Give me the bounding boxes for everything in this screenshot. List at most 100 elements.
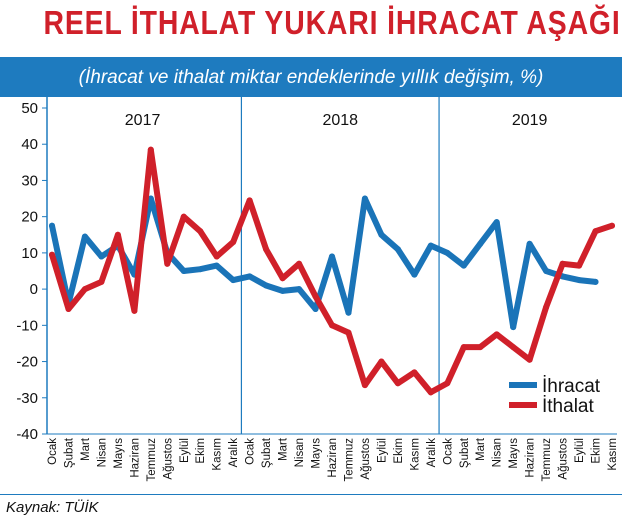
data-point-ihracat [296, 286, 303, 293]
data-point-ihracat [411, 271, 418, 278]
data-point-ihracat [477, 240, 484, 247]
data-point-ithalat [345, 329, 352, 336]
data-point-ithalat [279, 275, 286, 282]
data-point-ihracat [427, 242, 434, 249]
data-point-ithalat [559, 260, 566, 267]
data-point-ithalat [180, 213, 187, 220]
data-point-ihracat [329, 253, 335, 260]
source-divider [0, 494, 622, 495]
x-tick-label: Ocak [245, 438, 257, 465]
legend-label-ihracat: İhracat [542, 376, 601, 397]
data-point-ithalat [230, 239, 237, 246]
data-point-ithalat [49, 251, 55, 258]
data-point-ihracat [444, 249, 451, 256]
y-tick-label: 20 [21, 209, 38, 226]
x-tick-label: Aralık [426, 438, 438, 468]
x-tick-label: Ağustos [162, 438, 174, 480]
data-point-ithalat [361, 382, 368, 389]
data-point-ithalat [147, 146, 154, 153]
x-tick-label: Şubat [261, 437, 273, 468]
data-point-ihracat [510, 324, 517, 331]
y-tick-label: 40 [21, 136, 38, 153]
chart-subtitle: (İhracat ve ithalat miktar endeklerinde … [78, 67, 544, 88]
data-point-ihracat [312, 306, 319, 313]
x-tick-label: Şubat [459, 437, 471, 468]
x-tick-label: Aralık [228, 438, 240, 468]
x-tick-label: Ekim [195, 438, 207, 464]
data-point-ihracat [378, 231, 385, 238]
data-point-ihracat [230, 277, 237, 284]
data-point-ihracat [279, 287, 286, 294]
x-tick-label: Nisan [294, 438, 306, 467]
data-point-ihracat [460, 262, 467, 269]
data-point-ithalat [81, 286, 88, 293]
year-label: 2018 [322, 112, 358, 129]
x-tick-label: Mayıs [508, 438, 520, 469]
data-point-ihracat [49, 222, 55, 229]
data-point-ihracat [180, 268, 187, 274]
x-tick-label: Ocak [442, 438, 454, 465]
x-tick-label: Nisan [492, 438, 504, 467]
data-point-ithalat [65, 306, 72, 313]
legend-label-ithalat: İthalat [542, 396, 594, 417]
data-point-ithalat [378, 358, 385, 365]
data-point-ithalat [543, 304, 550, 311]
y-tick-label: -30 [16, 390, 38, 407]
x-tick-label: Haziran [129, 438, 141, 478]
data-point-ihracat [345, 309, 352, 316]
data-point-ihracat [493, 219, 500, 226]
data-point-ithalat [246, 197, 253, 204]
subtitle-banner [0, 57, 622, 97]
x-tick-label: Ekim [393, 438, 405, 464]
data-point-ithalat [329, 322, 335, 329]
data-point-ithalat [131, 307, 138, 314]
x-tick-label: Temmuz [146, 438, 158, 482]
y-tick-label: 10 [21, 245, 38, 262]
year-label: 2017 [125, 112, 161, 129]
data-point-ithalat [477, 344, 484, 351]
data-point-ithalat [296, 260, 303, 267]
y-tick-label: -10 [16, 317, 38, 334]
x-tick-label: Nisan [96, 438, 108, 467]
x-tick-label: Mart [278, 437, 290, 461]
data-point-ihracat [147, 195, 154, 202]
source-note: Kaynak: TÜİK [6, 499, 99, 516]
x-tick-label: Eylül [376, 438, 388, 463]
data-point-ithalat [460, 344, 467, 351]
data-point-ihracat [361, 195, 368, 202]
year-label: 2019 [512, 112, 548, 129]
data-point-ithalat [609, 222, 615, 229]
data-point-ithalat [526, 356, 533, 363]
x-tick-label: Ekim [591, 438, 603, 464]
line-chart: 2017 2018 2019 -40 -30 -20 -10 0 10 20 30 40 50 Ocak Ş… [16, 97, 619, 482]
x-tick-label: Kasım [409, 438, 421, 471]
data-point-ithalat [164, 260, 171, 267]
data-point-ithalat [444, 380, 451, 387]
data-point-ithalat [576, 262, 583, 269]
data-point-ihracat [213, 262, 220, 269]
x-tick-label: Mayıs [311, 438, 323, 469]
y-tick-label: -20 [16, 354, 38, 371]
data-point-ihracat [526, 240, 533, 247]
data-point-ithalat [510, 344, 517, 351]
x-tick-label: Şubat [63, 437, 75, 468]
data-point-ithalat [394, 380, 401, 387]
x-tick-label: Eylül [574, 438, 586, 463]
y-tick-label: 50 [21, 100, 38, 117]
data-point-ihracat [197, 266, 204, 273]
data-point-ithalat [411, 369, 418, 376]
data-point-ihracat [263, 282, 270, 289]
x-tick-label: Temmuz [541, 438, 553, 482]
data-point-ithalat [592, 228, 599, 235]
data-point-ithalat [263, 246, 270, 253]
data-point-ithalat [197, 228, 204, 235]
data-point-ithalat [427, 389, 434, 396]
x-tick-label: Ağustos [558, 438, 570, 480]
data-point-ithalat [493, 331, 500, 338]
data-point-ihracat [394, 246, 401, 253]
x-tick-label: Eylül [179, 438, 191, 463]
x-tick-label: Mayıs [113, 438, 125, 469]
x-tick-label: Haziran [327, 438, 339, 478]
y-tick-label: -40 [16, 426, 38, 443]
data-point-ihracat [576, 277, 583, 284]
